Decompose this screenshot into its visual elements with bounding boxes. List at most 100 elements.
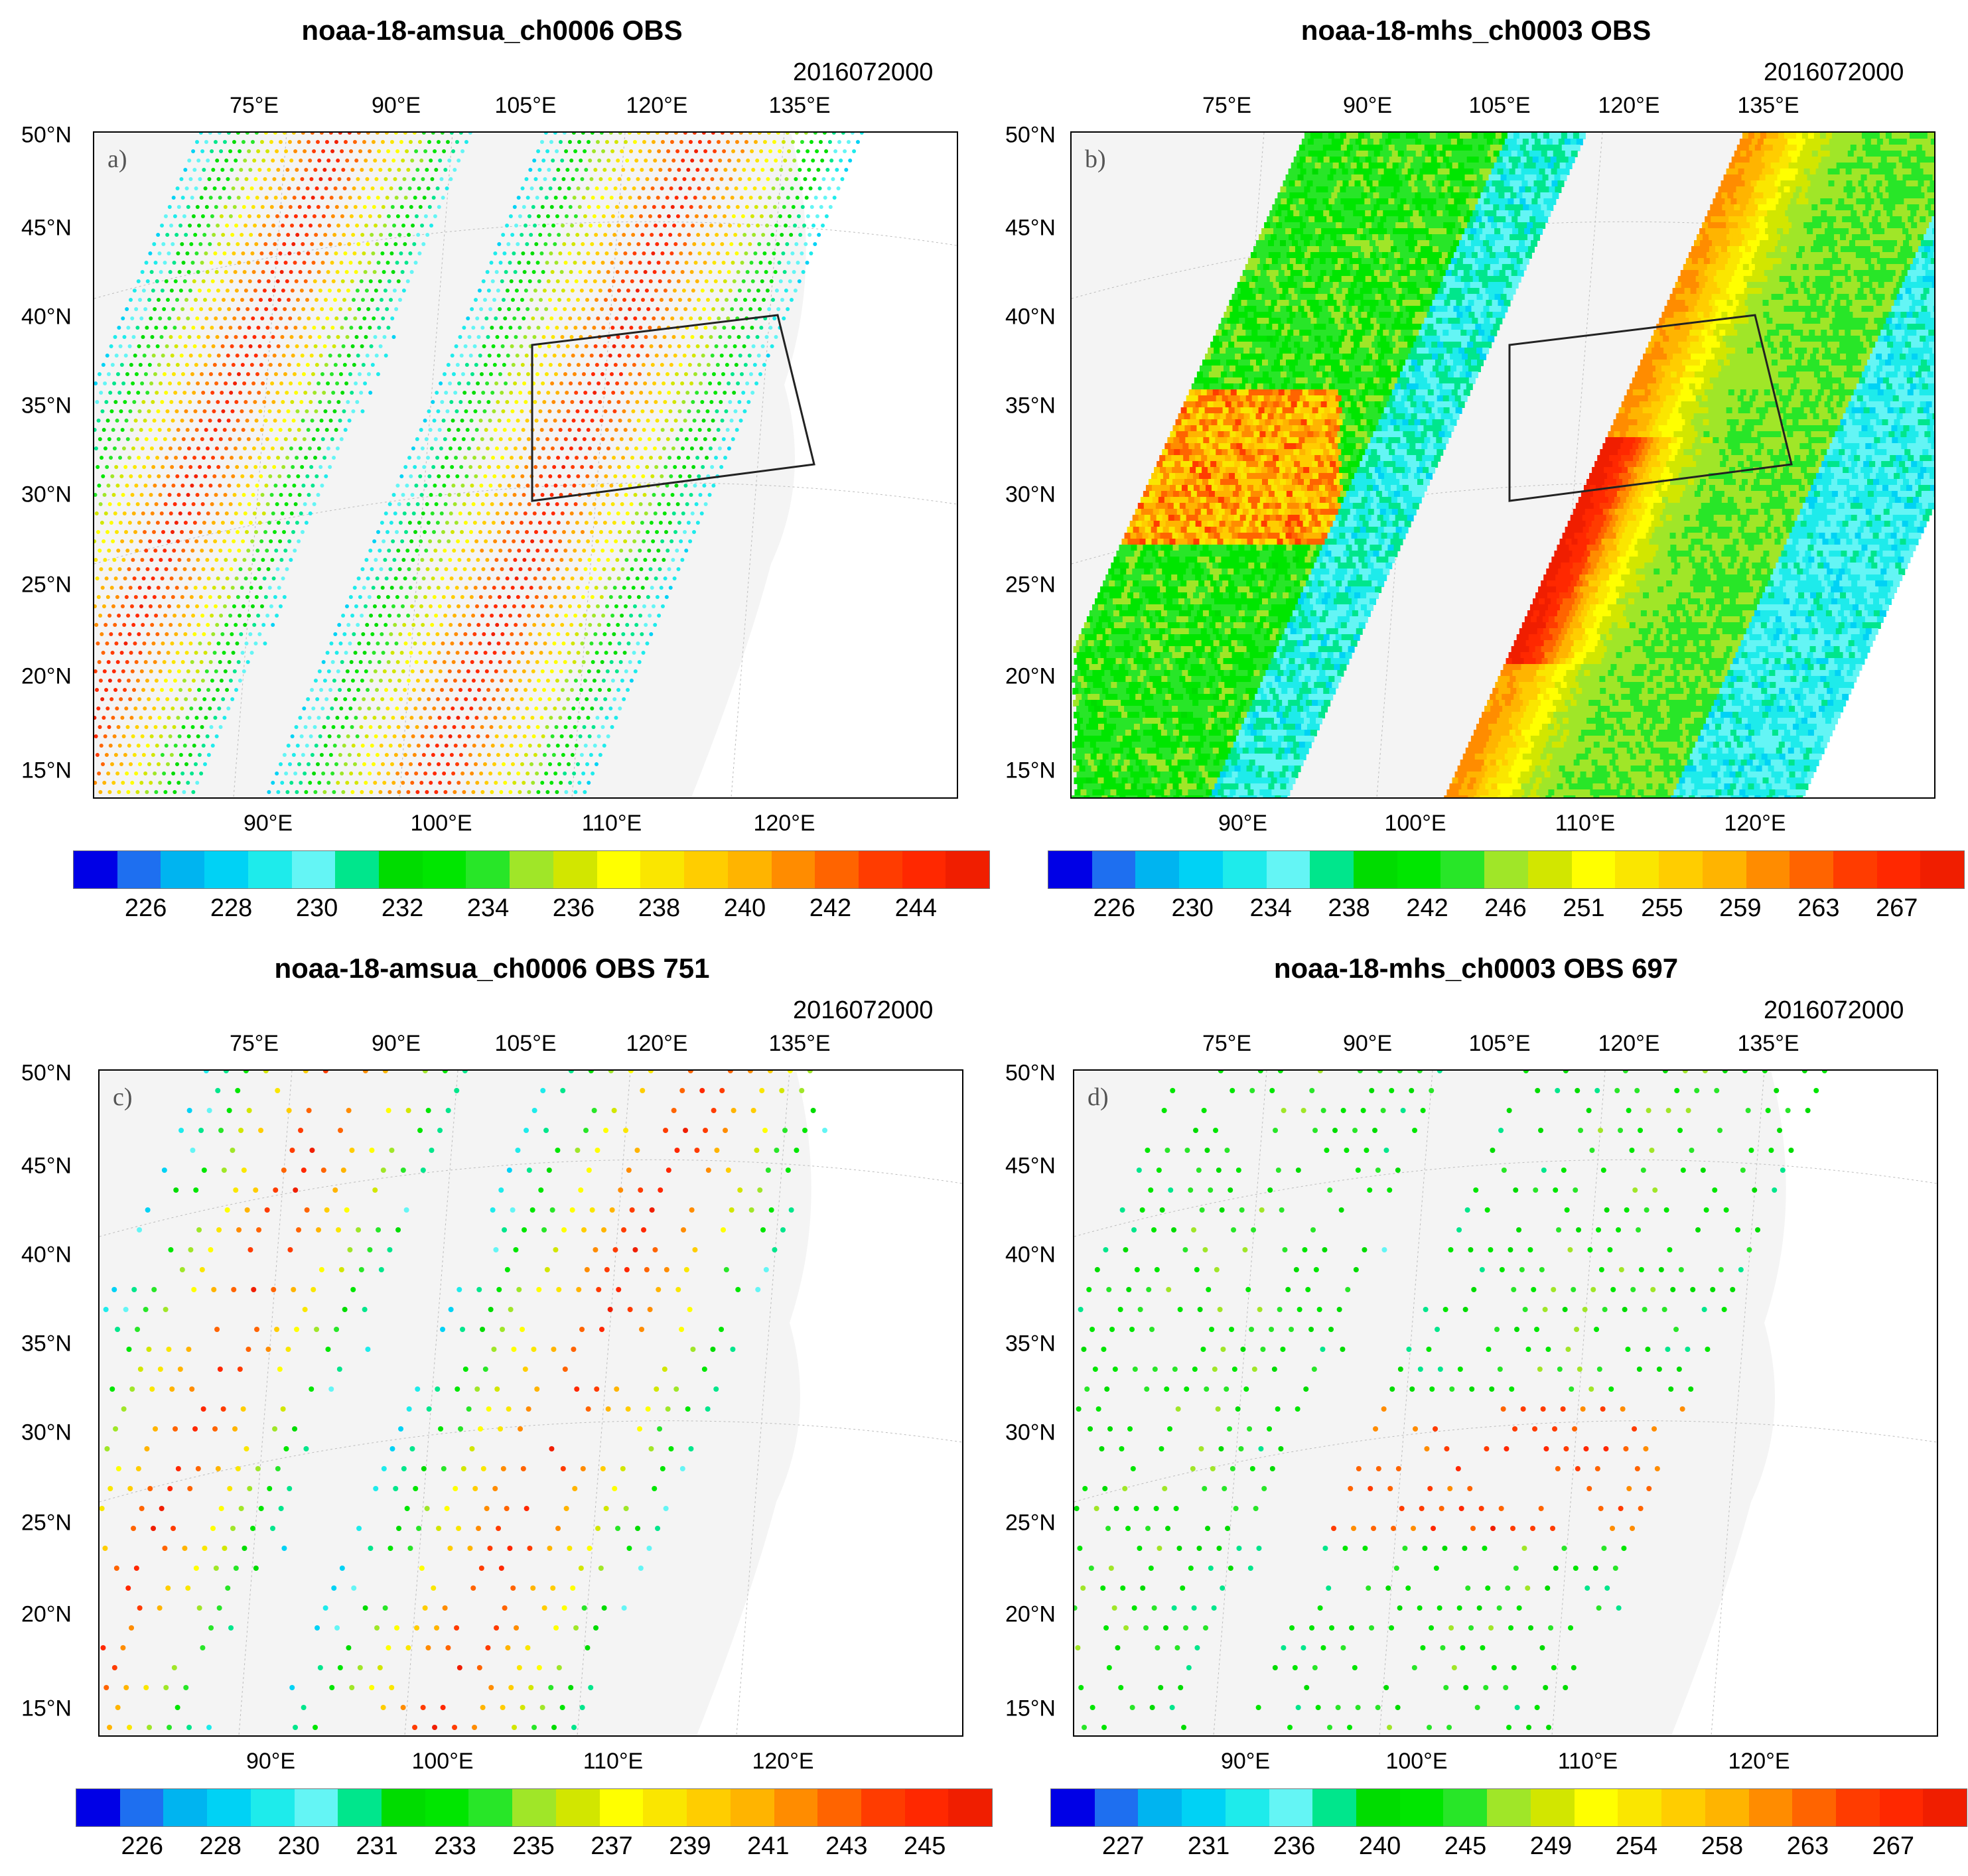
obs-dot [267,521,271,525]
obs-dot [216,641,221,645]
obs-dot [591,484,595,488]
obs-dot [165,521,169,525]
obs-dot [269,251,273,255]
obs-dot [198,242,203,246]
obs-dot [185,251,190,255]
obs-dot [685,502,689,506]
obs-dot [117,326,121,330]
obs-dot [320,261,325,265]
obs-dot [609,307,614,311]
obs-dot [358,771,363,775]
obs-dot [255,484,259,488]
obs-dot [311,307,315,311]
obs-dot [545,679,550,683]
obs-dot [171,595,175,599]
obs-dot [182,214,186,218]
obs-dot [281,177,286,181]
obs-dot [235,177,240,181]
colorbar-swatch [597,851,641,888]
obs-dot [160,289,165,293]
obs-dot [559,205,563,209]
obs-dot [433,484,437,488]
obs-dot [652,446,657,450]
obs-dot [330,149,335,153]
obs-dot [332,168,336,172]
obs-dot [143,706,147,710]
field-pixel [1356,151,1363,157]
obs-dot [320,437,325,441]
obs-dot [315,251,320,255]
obs-dot [675,502,680,506]
obs-dot [547,632,551,636]
obs-dot [524,289,528,293]
obs-dot [527,790,531,794]
obs-dot [691,177,696,181]
obs-dot [194,651,198,655]
obs-dot [408,140,413,144]
obs-dot [522,446,527,450]
obs-dot [116,437,121,441]
obs-dot [516,372,521,376]
field-pixel [1285,174,1293,181]
obs-dot [165,632,169,636]
obs-dot [399,474,404,478]
obs-dot [719,224,723,228]
obs-dot [737,289,742,293]
obs-dot [576,762,580,766]
obs-dot [455,586,459,590]
obs-dot [369,679,374,683]
obs-dot [424,725,429,729]
field-pixel [1835,151,1843,157]
field-pixel [1503,168,1510,175]
obs-dot [619,549,624,553]
obs-dot [145,391,150,395]
obs-dot [336,669,340,673]
obs-dot [367,595,372,599]
field-pixel [1512,174,1519,181]
obs-dot [238,502,242,506]
obs-dot [689,205,693,209]
obs-dot [97,372,102,376]
obs-dot [182,279,187,283]
obs-dot [198,419,203,423]
field-pixel [1312,168,1319,175]
obs-dot [115,706,119,710]
obs-dot [455,697,459,701]
field-pixel [1847,151,1855,157]
obs-dot [276,521,281,525]
obs-dot [98,790,103,794]
obs-dot [595,251,600,255]
obs-dot [515,641,520,645]
obs-dot [230,456,234,460]
field-pixel [1498,139,1506,145]
obs-dot [383,289,387,293]
obs-dot [218,660,222,664]
field-pixel [1433,151,1441,157]
obs-dot [627,419,632,423]
field-pixel [1379,139,1386,145]
obs-dot [384,354,388,358]
obs-dot [225,688,230,692]
obs-dot [159,381,163,385]
obs-dot [169,576,174,580]
obs-dot [516,484,521,488]
obs-dot [478,641,482,645]
field-pixel [1907,151,1914,157]
obs-dot [520,762,524,766]
obs-dot [593,279,597,283]
obs-dot [621,344,626,348]
obs-dot [812,177,817,181]
obs-dot [638,437,642,441]
obs-dot [286,409,291,413]
obs-dot [307,381,312,385]
obs-dot [711,242,715,246]
obs-dot [464,762,468,766]
field-pixel [1768,168,1775,175]
obs-dot [255,437,260,441]
obs-dot [398,298,402,302]
obs-dot [707,251,711,255]
obs-dot [103,446,107,450]
obs-dot [543,706,548,710]
obs-dot [706,186,711,190]
obs-dot [240,298,244,302]
